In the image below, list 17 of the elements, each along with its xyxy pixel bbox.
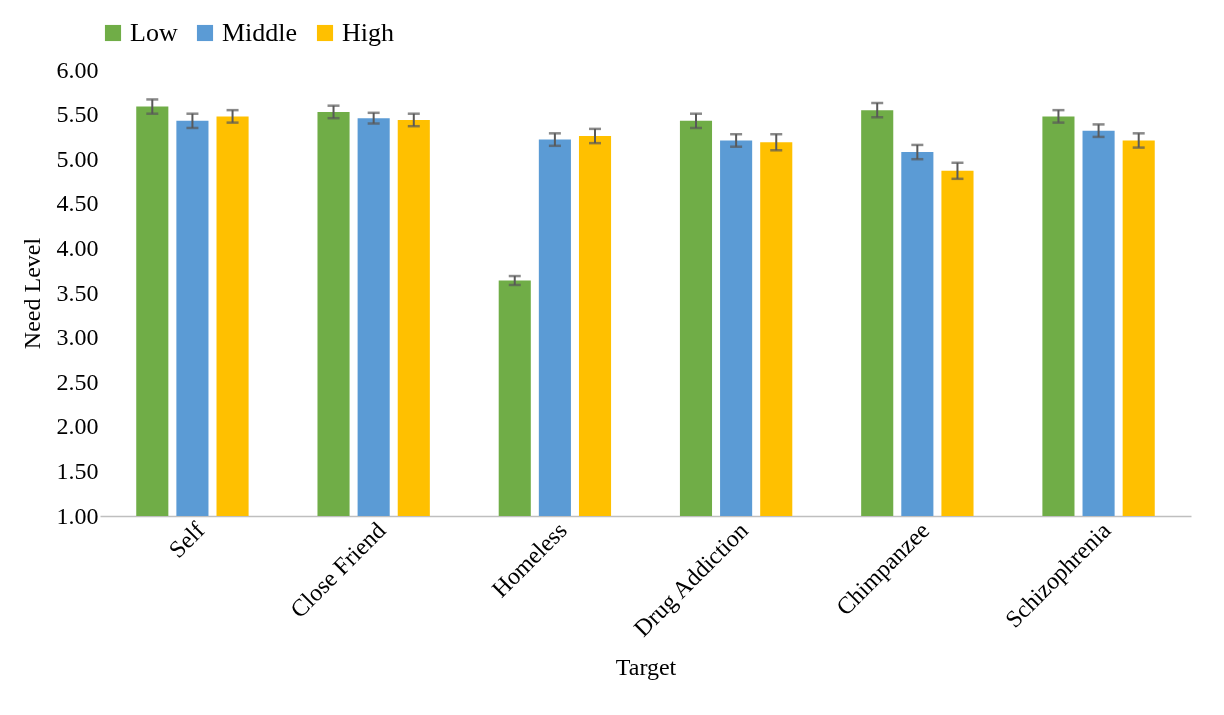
y-tick-label: 2.00 [56, 413, 99, 440]
y-tick-label: 5.00 [56, 145, 99, 172]
y-axis-title: Need Level [18, 237, 45, 350]
legend-label: High [342, 18, 394, 47]
y-tick-label: 2.50 [56, 368, 99, 395]
legend-label: Low [130, 18, 178, 47]
y-tick-label: 4.50 [56, 190, 99, 217]
y-tick-label: 3.50 [56, 279, 99, 306]
y-tick-label: 3.00 [56, 324, 99, 351]
y-tick-label: 6.00 [56, 56, 99, 83]
x-axis-title: Target [615, 654, 677, 681]
legend-label: Middle [222, 18, 298, 47]
y-tick-label: 4.00 [56, 234, 99, 261]
y-tick-label: 5.50 [56, 101, 99, 128]
y-tick-label: 1.00 [56, 502, 99, 529]
y-tick-label: 1.50 [56, 457, 99, 484]
x-tick-label: Self [163, 517, 210, 563]
